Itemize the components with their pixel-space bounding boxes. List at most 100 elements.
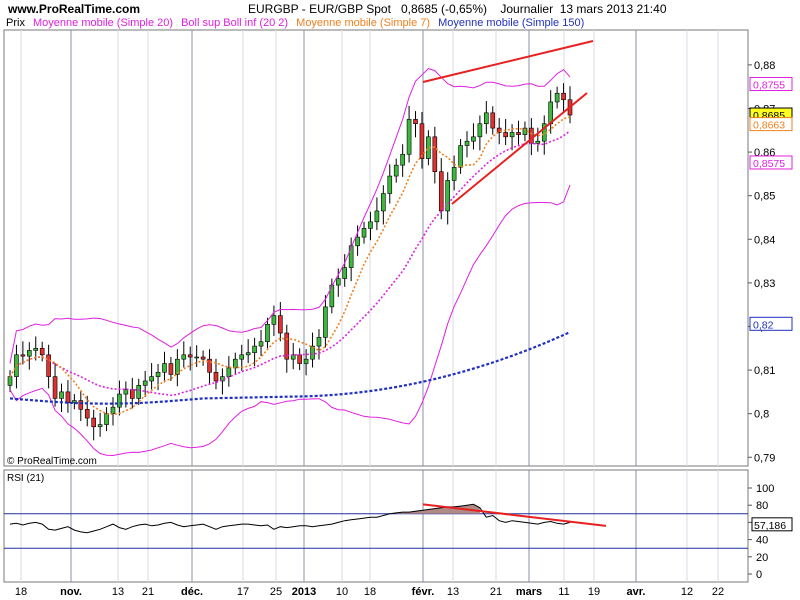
candle — [316, 337, 322, 347]
y-tick-label: 0,79 — [754, 452, 775, 464]
candle — [329, 284, 335, 308]
candle — [464, 140, 470, 146]
candle — [175, 358, 180, 375]
x-tick-label: 18 — [15, 586, 27, 598]
candle — [303, 358, 309, 364]
candle — [33, 347, 39, 351]
y-tick-label: 0,8 — [754, 409, 769, 421]
candle — [509, 132, 515, 138]
candle — [20, 354, 26, 357]
x-tick-label: 25 — [270, 586, 282, 598]
candle — [278, 315, 283, 334]
candle — [374, 210, 380, 223]
candle — [123, 389, 129, 395]
x-tick-label: avr. — [627, 586, 646, 598]
candle — [368, 221, 373, 229]
sma7-line — [9, 116, 571, 416]
candle — [162, 363, 167, 373]
candle — [97, 424, 103, 428]
candle — [516, 132, 521, 135]
candle — [59, 391, 64, 399]
candle — [265, 323, 270, 343]
candle — [110, 406, 116, 414]
legend-item-price: Prix — [6, 17, 25, 29]
site-title[interactable]: www.ProRealTime.com — [8, 2, 141, 16]
candle — [129, 389, 135, 399]
candle — [290, 354, 296, 360]
candle — [471, 136, 476, 142]
candle — [200, 356, 206, 360]
legend-item-sma150: Moyenne mobile (Simple 150) — [438, 17, 585, 29]
candle — [245, 352, 251, 356]
chart-title: EURGBP - EUR/GBP Spot 0,8685 (-0,65%) Jo… — [248, 2, 667, 16]
candle — [46, 354, 51, 377]
price-tag — [749, 316, 793, 331]
rsi-trendline — [422, 503, 607, 527]
price-tag-label: 0,82 — [753, 319, 774, 331]
candle — [187, 354, 193, 358]
rsi-y-tick-label: 40 — [756, 535, 768, 547]
candle — [149, 376, 154, 382]
rsi-value-tag — [751, 517, 793, 532]
x-tick-label: 12 — [681, 586, 693, 598]
candle — [232, 358, 238, 369]
candle — [27, 350, 32, 357]
candle — [155, 371, 161, 377]
candle — [413, 119, 418, 125]
candle — [400, 153, 405, 166]
candle — [78, 400, 84, 410]
price-tag — [749, 77, 793, 91]
rsi-panel: RSI (21) — [3, 469, 749, 583]
candle — [419, 123, 425, 159]
price-tag — [749, 117, 793, 132]
rsi-value-label: 57,186 — [754, 520, 786, 532]
candle — [72, 400, 77, 404]
price-panel: © ProRealTime.com — [3, 29, 749, 467]
candle — [297, 354, 302, 364]
candle — [65, 391, 71, 404]
candle — [355, 236, 360, 247]
candle — [323, 306, 328, 338]
datetime: 13 mars 2013 21:40 — [559, 2, 667, 16]
legend-item-sma20: Moyenne mobile (Simple 20) — [33, 17, 174, 29]
candle — [142, 380, 148, 386]
candle — [451, 167, 457, 181]
candle — [554, 92, 560, 103]
x-tick-label: nov. — [60, 586, 82, 598]
candle — [503, 132, 508, 138]
trendline-lower — [451, 92, 588, 205]
price-change: 0,8685 (-0,65%) — [400, 2, 488, 16]
x-tick-label: févr. — [412, 586, 435, 598]
x-tick-label: 21 — [490, 586, 502, 598]
x-tick-label: 17 — [237, 586, 249, 598]
candle — [361, 228, 367, 238]
candle — [258, 341, 264, 347]
candle — [445, 180, 451, 212]
candle — [213, 371, 219, 382]
candle — [136, 385, 142, 399]
sma150-line — [9, 331, 571, 405]
x-tick-label: 13 — [447, 586, 459, 598]
candle — [310, 345, 315, 360]
y-tick-label: 0,85 — [754, 191, 775, 203]
period: Journalier — [500, 2, 554, 16]
symbol: EURGBP - EUR/GBP Spot — [248, 2, 391, 16]
candle — [490, 112, 496, 129]
candle — [181, 354, 187, 360]
x-tick-label: déc. — [181, 586, 203, 598]
candle — [207, 358, 212, 373]
axes: 18 nov. 13 21 déc. 17 25 2013 10 18 févr. 13 21 mars 1… — [15, 60, 793, 598]
x-tick-label: 18 — [364, 586, 376, 598]
x-tick-label: 2013 — [292, 586, 316, 598]
rsi-y-tick-label: 100 — [756, 483, 774, 495]
candle — [284, 332, 290, 360]
x-tick-label: 22 — [712, 586, 724, 598]
candle — [432, 136, 438, 173]
candle — [7, 376, 13, 386]
x-tick-label: 19 — [588, 586, 600, 598]
legend: Prix Moyenne mobile (Simple 20) Boll sup… — [6, 17, 589, 29]
candle — [52, 376, 58, 399]
y-tick-label: 0,81 — [754, 365, 775, 377]
rsi-frame — [3, 469, 749, 583]
price-tag-label: 0,8755 — [753, 80, 785, 92]
